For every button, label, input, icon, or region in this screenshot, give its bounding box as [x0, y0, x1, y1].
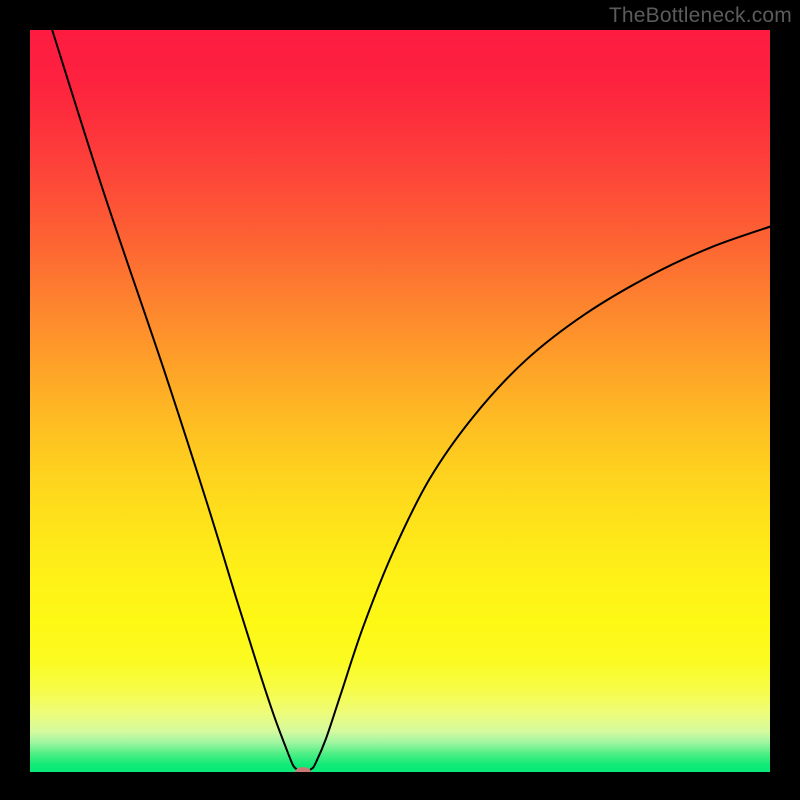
watermark-label: TheBottleneck.com [609, 4, 792, 28]
chart-frame: TheBottleneck.com [0, 0, 800, 800]
plot-area [30, 30, 770, 772]
bottleneck-curve [30, 30, 770, 772]
